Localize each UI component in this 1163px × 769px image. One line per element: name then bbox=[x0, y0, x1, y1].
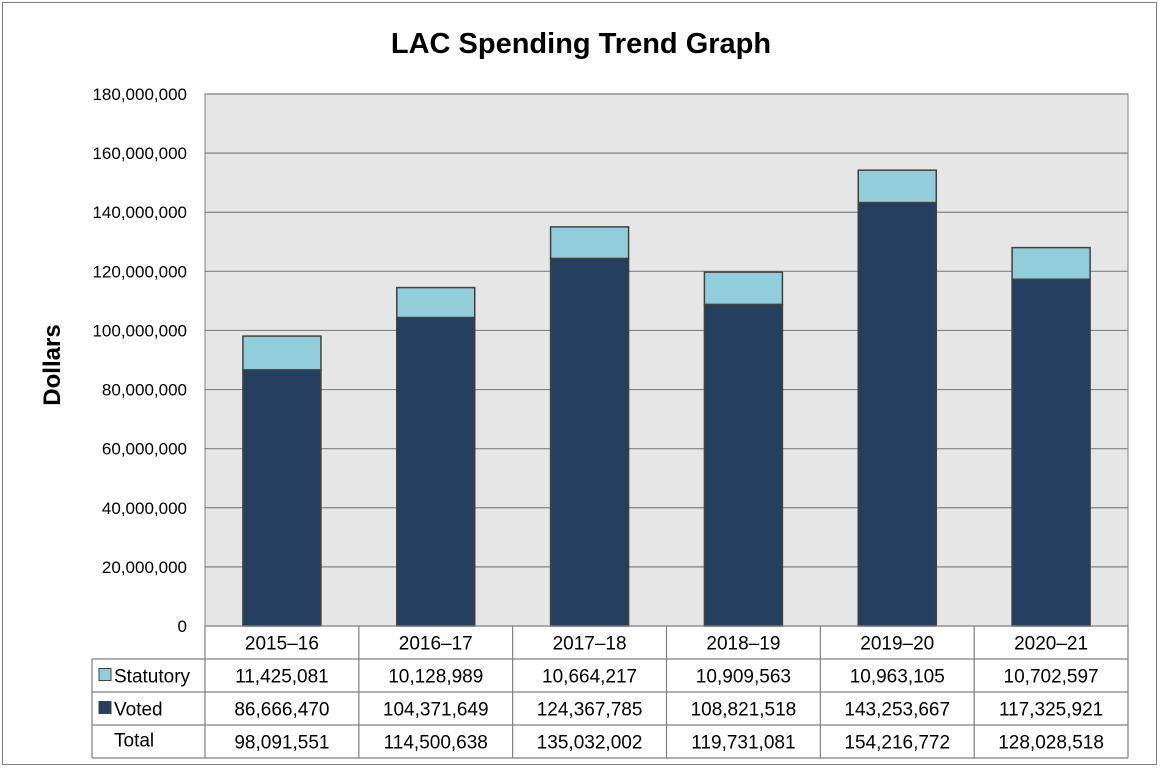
y-tick-label: 20,000,000 bbox=[102, 558, 187, 577]
statutory-value-cell: 10,128,989 bbox=[388, 667, 483, 688]
total-value-cell: 128,028,518 bbox=[998, 733, 1104, 754]
y-tick-label: 0 bbox=[178, 617, 187, 636]
bar-statutory-0 bbox=[242, 335, 322, 371]
legend-swatch-voted bbox=[98, 701, 112, 714]
bar-statutory-1 bbox=[396, 286, 476, 319]
voted-value-cell: 117,325,921 bbox=[999, 700, 1103, 721]
bar-statutory-4 bbox=[857, 169, 937, 204]
total-value-cell: 119,731,081 bbox=[691, 733, 795, 754]
x-tick-label: 2017–18 bbox=[553, 634, 627, 655]
y-tick-label: 40,000,000 bbox=[102, 499, 187, 518]
x-tick-label: 2016–17 bbox=[399, 634, 473, 655]
legend-swatch-statutory bbox=[98, 668, 112, 681]
statutory-value-cell: 10,702,597 bbox=[1004, 667, 1099, 688]
statutory-value-cell: 10,909,563 bbox=[696, 667, 791, 688]
y-tick-label: 60,000,000 bbox=[102, 440, 187, 459]
statutory-value-cell: 10,664,217 bbox=[542, 667, 637, 688]
bar-voted-5 bbox=[1011, 278, 1091, 627]
bar-voted-0 bbox=[242, 369, 322, 627]
y-tick-label: 140,000,000 bbox=[92, 203, 187, 222]
total-value-cell: 98,091,551 bbox=[234, 733, 329, 754]
voted-value-cell: 108,821,518 bbox=[691, 700, 797, 721]
x-tick-label: 2020–21 bbox=[1014, 634, 1088, 655]
x-tick-label: 2019–20 bbox=[860, 634, 934, 655]
y-tick-label: 80,000,000 bbox=[102, 381, 187, 400]
legend-label-statutory: Statutory bbox=[114, 667, 191, 688]
legend-label-voted: Voted bbox=[114, 700, 163, 721]
x-tick-label: 2018–19 bbox=[706, 634, 780, 655]
y-axis-label: Dollars bbox=[39, 324, 66, 405]
bar-voted-4 bbox=[857, 201, 937, 627]
y-tick-label: 180,000,000 bbox=[92, 85, 187, 104]
bar-voted-1 bbox=[396, 316, 476, 627]
total-value-cell: 135,032,002 bbox=[537, 733, 643, 754]
x-tick-label: 2015–16 bbox=[245, 634, 319, 655]
total-value-cell: 154,216,772 bbox=[844, 733, 950, 754]
voted-value-cell: 86,666,470 bbox=[234, 700, 329, 721]
bar-voted-3 bbox=[703, 303, 784, 627]
voted-value-cell: 124,367,785 bbox=[537, 700, 643, 721]
voted-value-cell: 143,253,667 bbox=[844, 700, 950, 721]
y-tick-label: 120,000,000 bbox=[92, 262, 187, 281]
statutory-value-cell: 11,425,081 bbox=[235, 667, 329, 688]
bar-statutory-3 bbox=[703, 271, 784, 306]
voted-value-cell: 104,371,649 bbox=[383, 700, 489, 721]
y-tick-label: 160,000,000 bbox=[92, 144, 187, 163]
total-value-cell: 114,500,638 bbox=[384, 733, 488, 754]
bar-statutory-5 bbox=[1011, 246, 1091, 280]
statutory-value-cell: 10,963,105 bbox=[850, 667, 945, 688]
chart-title: LAC Spending Trend Graph bbox=[391, 28, 771, 60]
plot-area bbox=[204, 93, 1129, 627]
bar-voted-2 bbox=[549, 257, 630, 627]
total-row-label: Total bbox=[114, 731, 154, 752]
bar-statutory-2 bbox=[549, 226, 630, 260]
y-tick-label: 100,000,000 bbox=[92, 321, 187, 340]
